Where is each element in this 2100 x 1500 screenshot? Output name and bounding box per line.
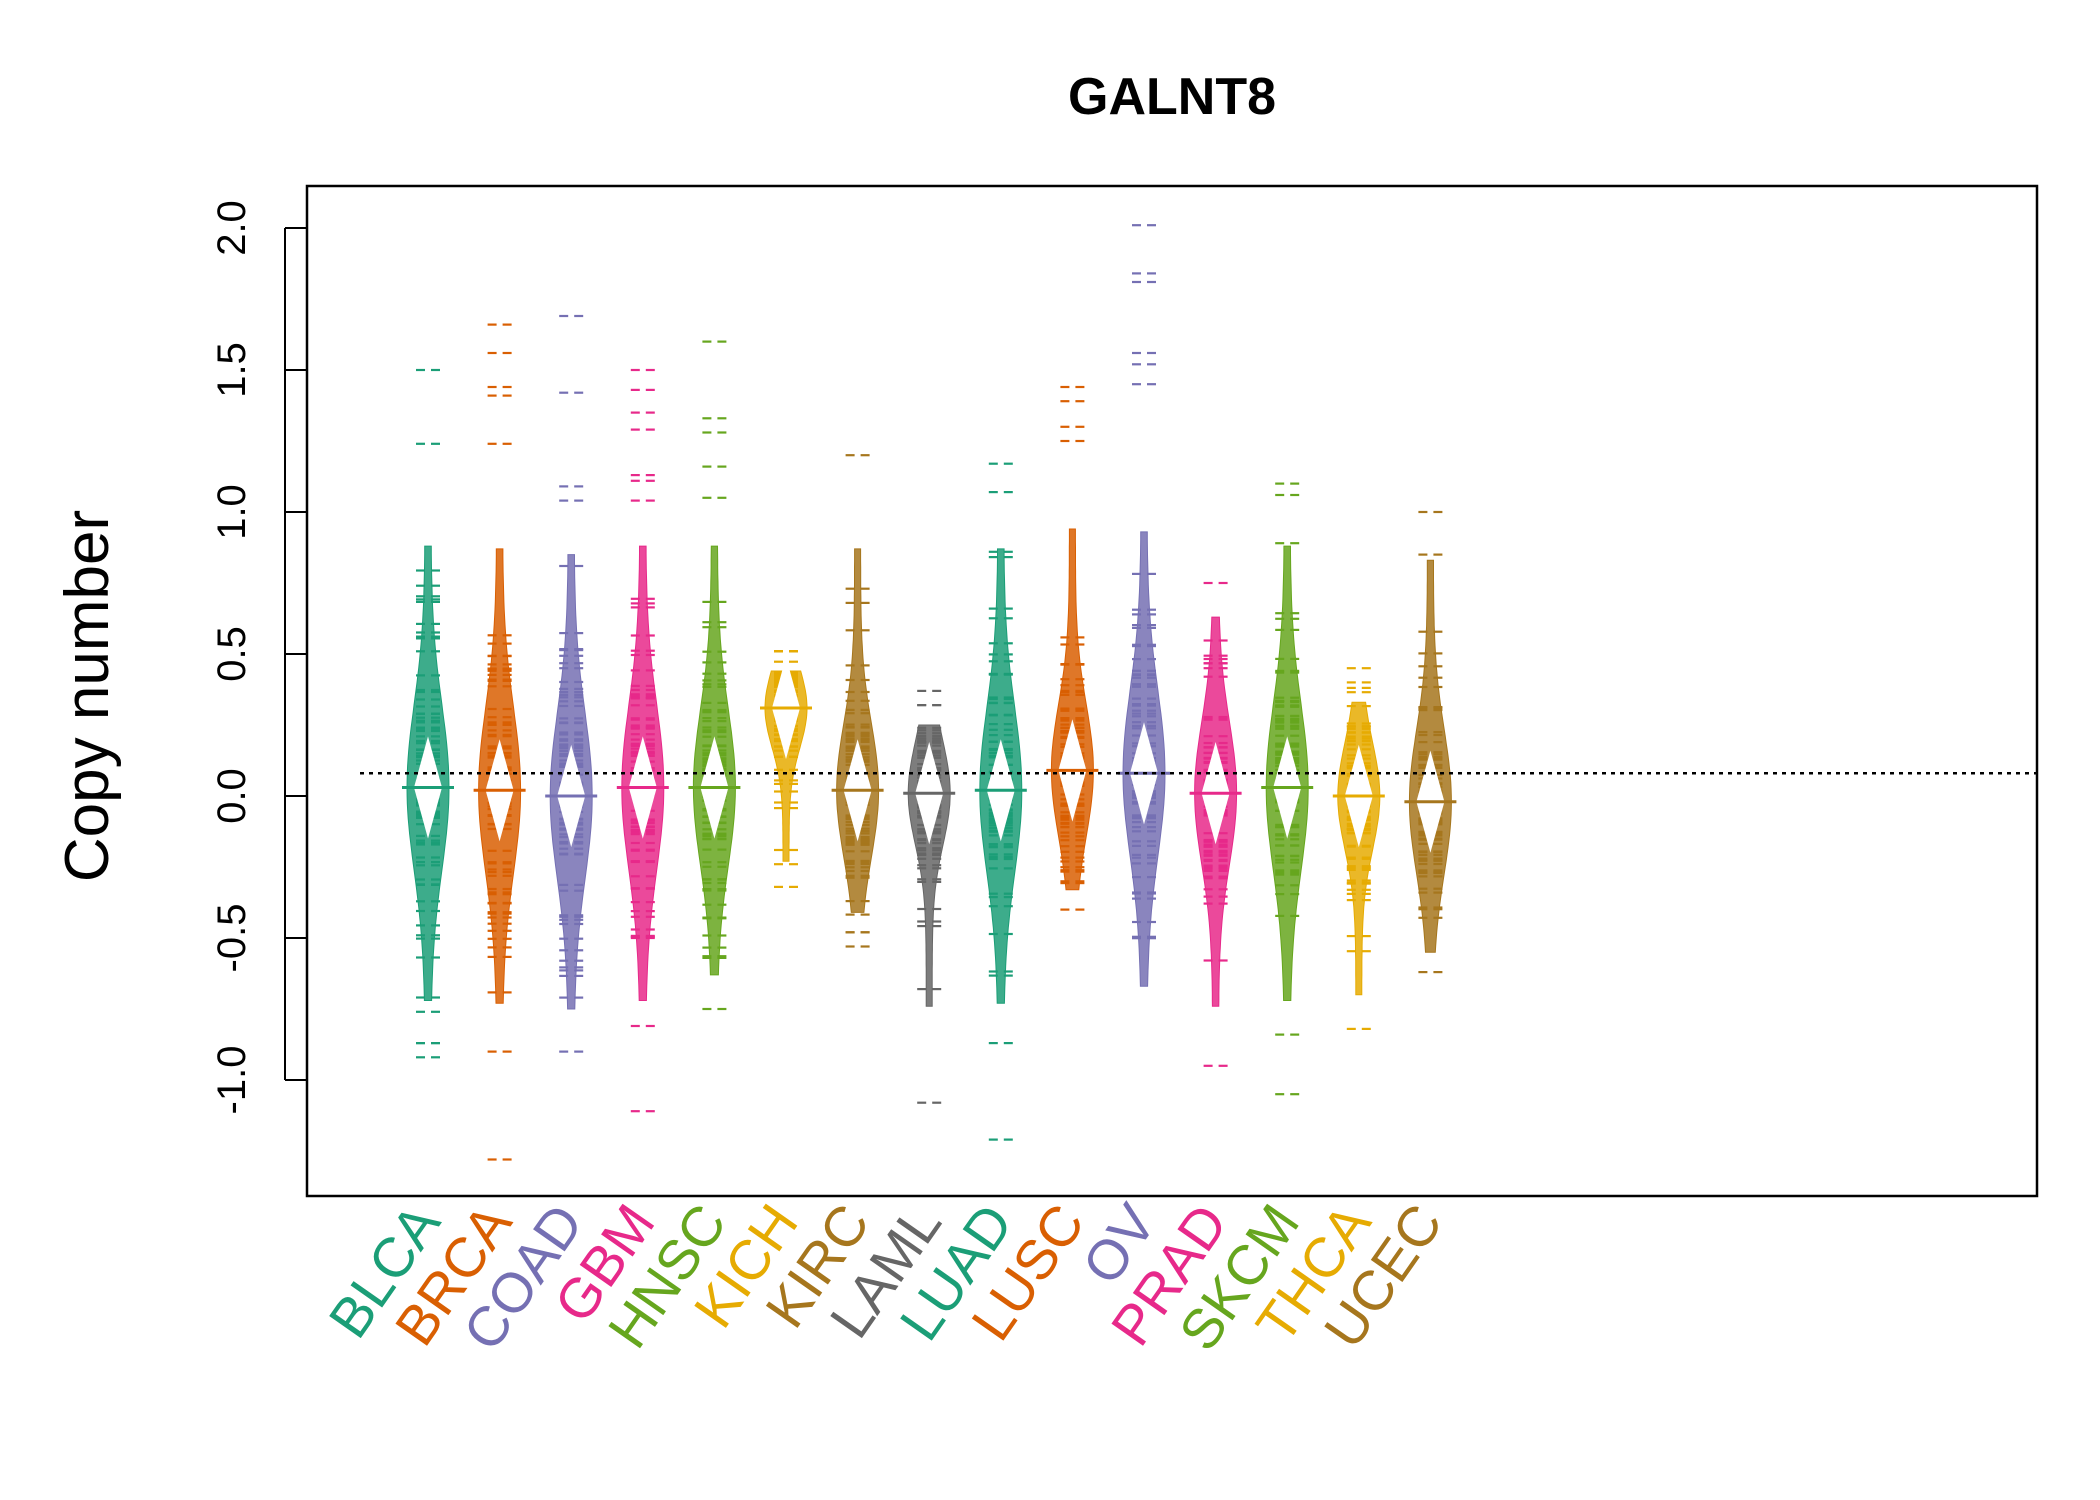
y-tick-label: 2.0 [210, 200, 254, 256]
bean-prad [1189, 581, 1242, 1067]
plot-area [360, 224, 2037, 1161]
bean-shape [836, 548, 880, 913]
bean-hnsc [688, 340, 741, 1011]
bean-kich [760, 650, 812, 889]
y-tick-label: 0.5 [210, 626, 254, 682]
bean-blca [402, 368, 454, 1059]
bean-ucec [1404, 510, 1457, 974]
bean-coad [545, 314, 598, 1053]
bean-brca [473, 323, 526, 1161]
y-tick-label: 1.0 [210, 484, 254, 540]
bean-skcm [1261, 482, 1314, 1096]
y-tick-label: -1.0 [210, 1046, 254, 1115]
y-axis: -1.0 -0.5 0.0 0.5 1.0 1.5 2.0 [210, 200, 307, 1114]
bean-kirc [831, 454, 884, 948]
bean-thca [1332, 667, 1385, 1031]
y-axis-label: Copy number [53, 510, 122, 882]
bean-lusc [1046, 385, 1099, 911]
y-tick-label: -0.5 [210, 904, 254, 973]
bean-shape [1050, 528, 1094, 891]
plot-frame [305, 184, 2039, 1198]
bean-laml [903, 689, 956, 1104]
bean-luad [974, 462, 1027, 1141]
y-tick-label: 1.5 [210, 342, 254, 398]
y-tick-label: 0.0 [210, 768, 254, 824]
bean-gbm [616, 368, 669, 1113]
chart-title: GALNT8 [1068, 68, 1276, 126]
bean-ov [1118, 224, 1170, 987]
